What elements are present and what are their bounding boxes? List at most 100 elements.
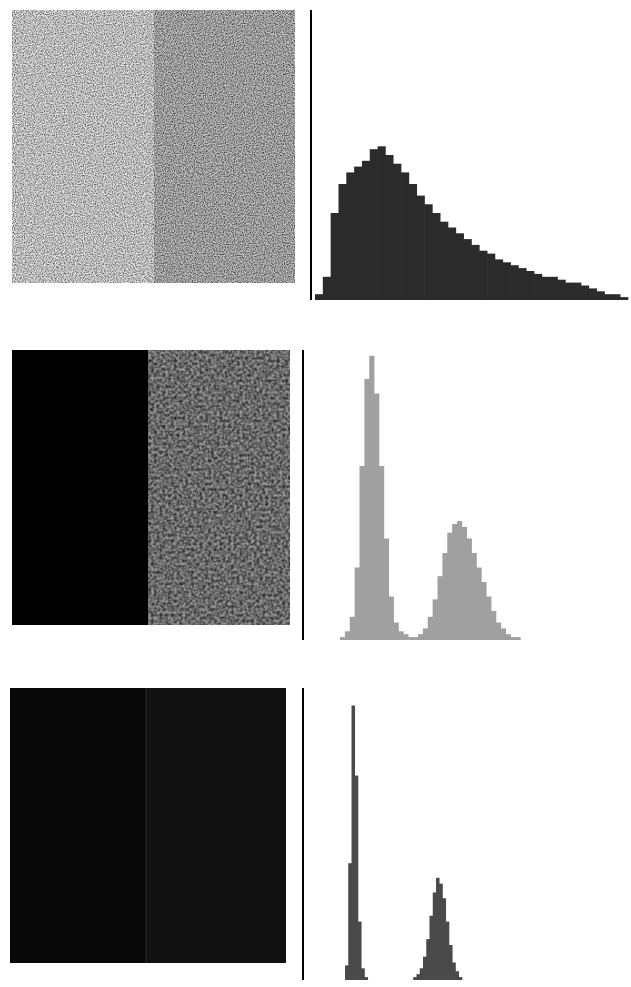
histogram-bar (393, 164, 401, 300)
figure (0, 0, 631, 987)
histogram-bar (605, 294, 613, 300)
histogram-bar (355, 776, 359, 980)
histogram-bar (379, 466, 384, 640)
histogram-bar (462, 527, 467, 640)
histogram-bar (378, 146, 386, 300)
histogram-bar (479, 251, 487, 300)
histogram-bar (360, 466, 365, 640)
image-3 (10, 688, 286, 963)
histogram-bar (456, 233, 464, 300)
histogram-bar (340, 637, 345, 640)
histogram-bar (348, 863, 352, 980)
histogram-bar (425, 204, 433, 300)
histogram-bar (477, 568, 482, 641)
histogram-bar (486, 597, 491, 641)
histogram-bar (403, 634, 408, 640)
histogram-bar (338, 184, 346, 300)
histogram-bar (456, 971, 460, 980)
histogram-bar (481, 582, 486, 640)
histogram-bar (440, 222, 448, 300)
histogram-bar (443, 898, 447, 980)
histogram-bar (542, 277, 550, 300)
histogram-bar (432, 213, 440, 300)
histogram-bar (612, 294, 620, 300)
histogram-bar (385, 155, 393, 300)
histogram-bar (401, 172, 409, 300)
histogram-bar (491, 611, 496, 640)
histogram-bar (511, 265, 519, 300)
histogram-bar (448, 228, 456, 301)
histogram-bar (534, 274, 542, 300)
histogram-bar (394, 623, 399, 640)
histogram-bar (355, 568, 360, 641)
histogram-bar (442, 553, 447, 640)
histogram-bar (597, 291, 605, 300)
image-1 (12, 10, 295, 283)
image-2 (12, 350, 290, 625)
histogram-bar (516, 637, 521, 640)
histogram-bar (346, 172, 354, 300)
histogram-bar (331, 213, 339, 300)
histogram-bar (452, 962, 456, 980)
histogram-bar (430, 916, 434, 980)
histogram-bar (526, 271, 534, 300)
histogram-bar (573, 283, 581, 300)
histogram-bar (413, 977, 417, 980)
histogram-bar (374, 394, 379, 641)
histogram-bar (418, 634, 423, 640)
histogram-bar (345, 965, 349, 980)
histogram-bar (369, 356, 374, 640)
histogram-bar (511, 637, 516, 640)
histogram-bar (345, 631, 350, 640)
histogram-bar (589, 288, 597, 300)
histogram-bar (433, 599, 438, 640)
histogram-bar (565, 283, 573, 300)
histogram-bar (467, 539, 472, 641)
histogram-bar (361, 968, 365, 980)
histogram-bar (457, 521, 462, 640)
histogram-bar (384, 539, 389, 641)
histogram-bar (558, 280, 566, 300)
histogram-bar (518, 268, 526, 300)
histogram-bar (620, 297, 628, 300)
histogram-bar (449, 945, 453, 980)
histogram-bar (409, 184, 417, 300)
histogram-bar (436, 878, 440, 980)
histogram-bar (315, 294, 323, 300)
histogram-bar (364, 379, 369, 640)
histogram-bar (472, 553, 477, 640)
histogram-bar (506, 634, 511, 640)
histogram-bar (417, 196, 425, 300)
histogram-bar (446, 922, 450, 980)
histogram-bar (495, 259, 503, 300)
histogram-bar (452, 524, 457, 640)
histogram-bar (447, 533, 452, 640)
histogram-bar (433, 892, 437, 980)
histogram-bar (389, 597, 394, 641)
histogram-bar (428, 617, 433, 640)
histogram-bar (487, 254, 495, 300)
histogram-bar (503, 262, 511, 300)
histogram-bar (354, 167, 362, 300)
histogram-bar (413, 637, 418, 640)
histogram-bar (408, 637, 413, 640)
histogram-bar (472, 245, 480, 300)
histogram-bar (350, 617, 355, 640)
histogram-bar (365, 977, 369, 980)
histogram-bar (362, 161, 370, 300)
histogram-bar (426, 939, 430, 980)
histogram-bar (439, 884, 443, 980)
histogram-bar (423, 957, 427, 980)
histogram-bar (501, 628, 506, 640)
histogram-bar (464, 239, 472, 300)
histogram-bar (550, 277, 558, 300)
histogram-bar (323, 277, 331, 300)
histogram-bar (399, 631, 404, 640)
histogram-bar (423, 628, 428, 640)
histogram-bar (417, 974, 421, 980)
histogram-bar (358, 922, 362, 980)
histogram-bar (420, 968, 424, 980)
histogram-bar (438, 576, 443, 640)
histogram-bar (496, 623, 501, 640)
histogram-bar (370, 149, 378, 300)
